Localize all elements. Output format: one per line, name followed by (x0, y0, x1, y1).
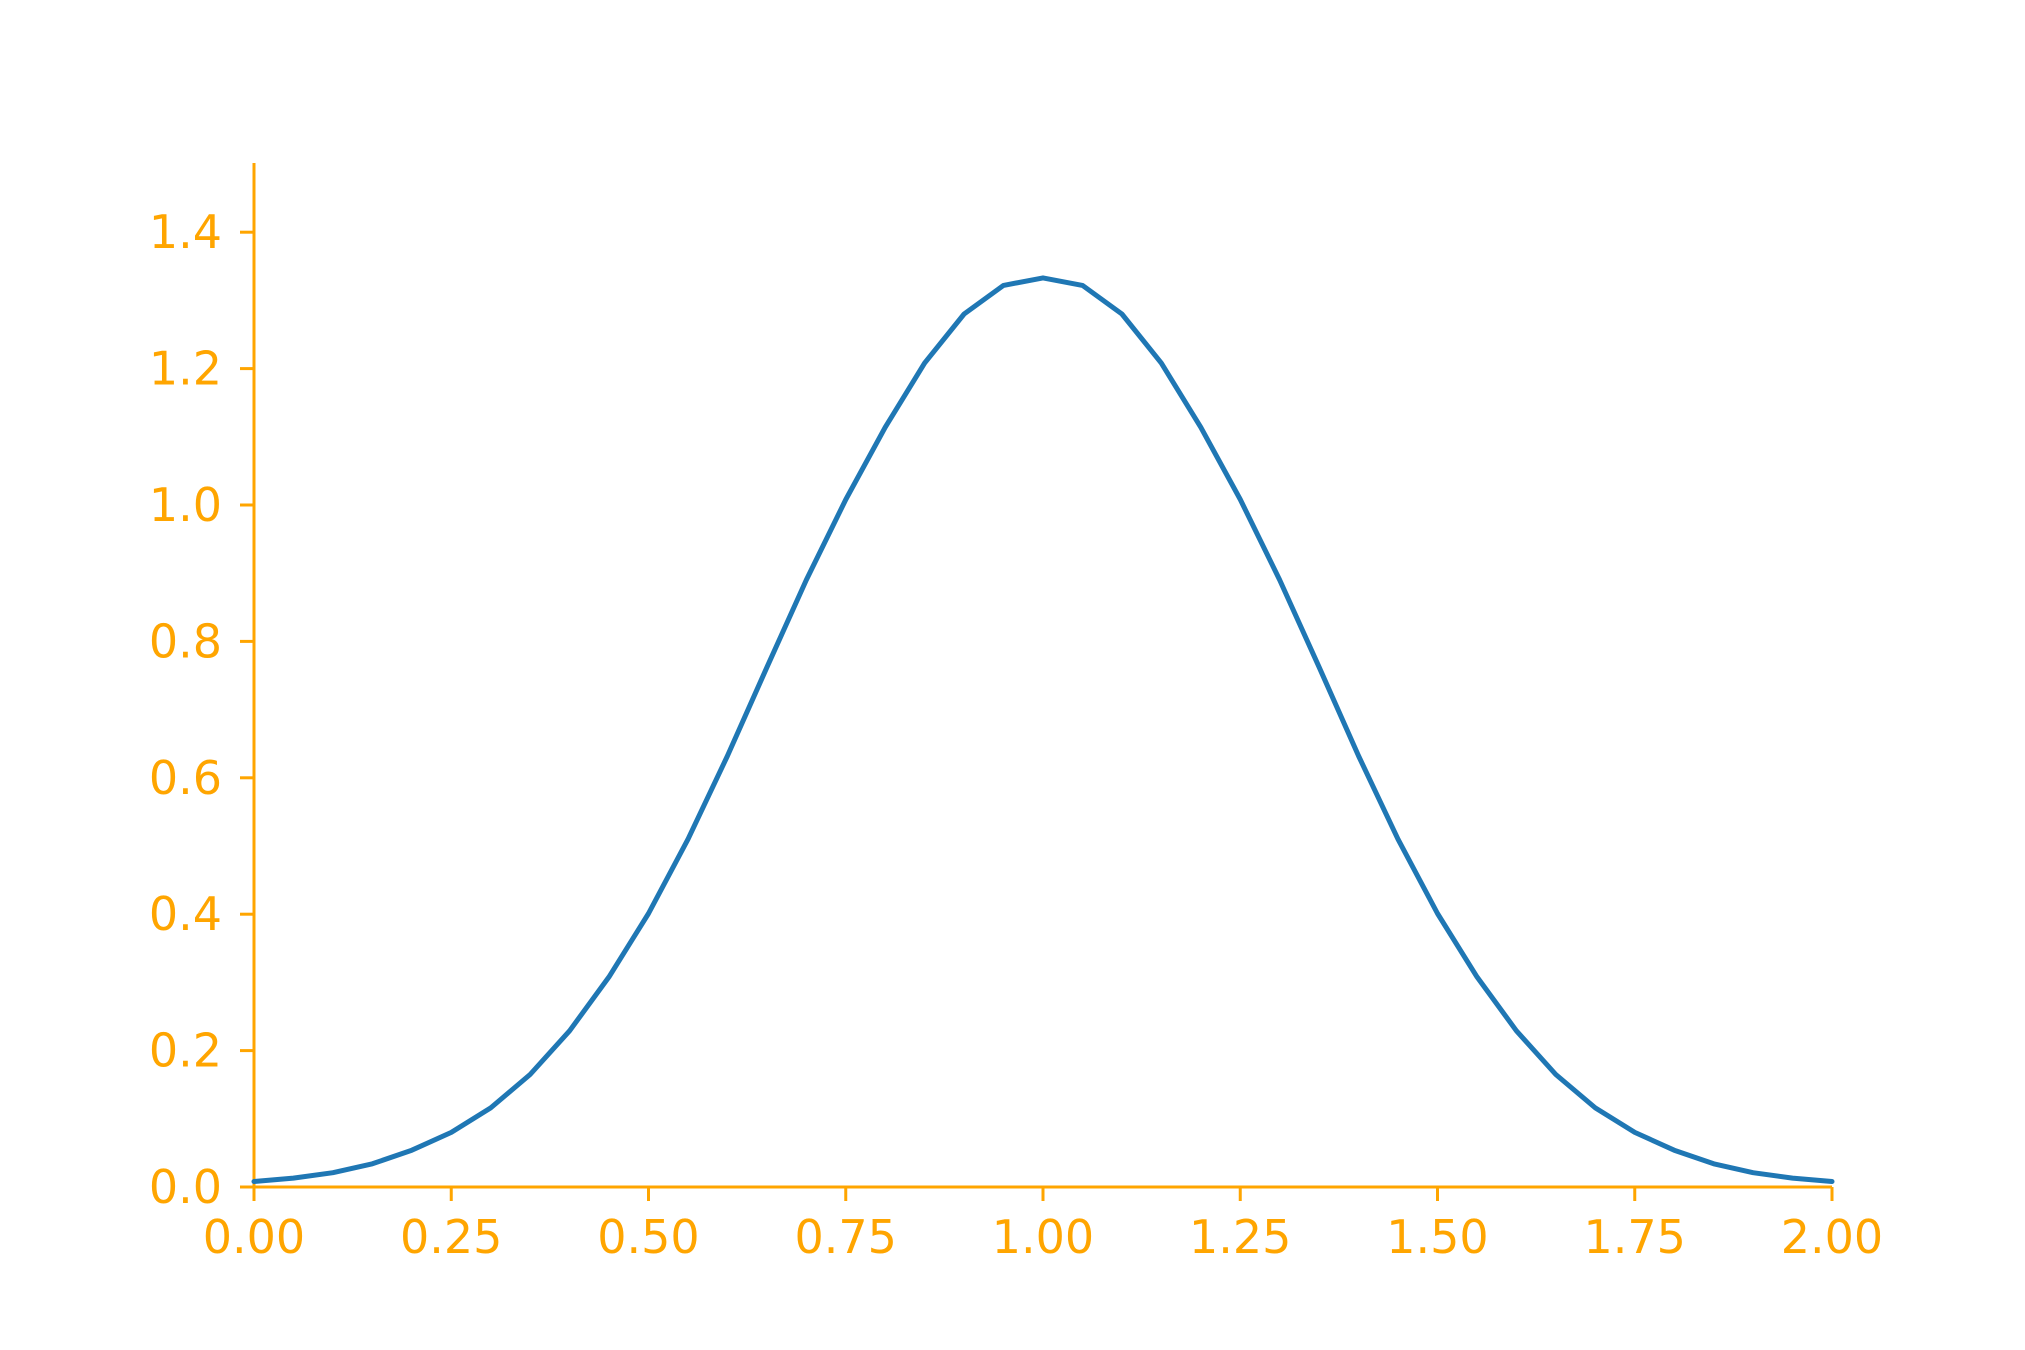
x-tick-label: 0.50 (597, 1210, 699, 1264)
y-tick-label: 1.0 (149, 478, 222, 532)
x-tick-label: 1.50 (1386, 1210, 1488, 1264)
x-axis-ticks: 0.00 0.25 0.50 0.75 1.00 1.25 1.50 1.75 2.00 (203, 1187, 1883, 1264)
y-tick-label: 1.4 (149, 205, 222, 259)
x-tick-label: 1.00 (992, 1210, 1094, 1264)
x-tick-label: 0.75 (795, 1210, 897, 1264)
x-tick-label: 0.25 (400, 1210, 502, 1264)
y-tick-label: 0.8 (149, 614, 222, 668)
series-line-0 (251, 275, 1835, 1184)
y-tick-label: 0.4 (149, 887, 222, 941)
y-tick-label: 0.0 (149, 1160, 222, 1214)
y-tick-label: 0.6 (149, 751, 222, 805)
x-tick-label: 2.00 (1781, 1210, 1883, 1264)
x-tick-label: 1.75 (1584, 1210, 1686, 1264)
axes (252, 163, 1832, 1189)
y-tick-label: 1.2 (149, 342, 222, 396)
x-tick-label: 1.25 (1189, 1210, 1291, 1264)
y-axis-ticks: 0.0 0.2 0.4 0.6 0.8 1.0 1.2 1.4 (149, 205, 254, 1214)
x-tick-label: 0.00 (203, 1210, 305, 1264)
y-tick-label: 0.2 (149, 1024, 222, 1078)
series-group (251, 275, 1835, 1184)
